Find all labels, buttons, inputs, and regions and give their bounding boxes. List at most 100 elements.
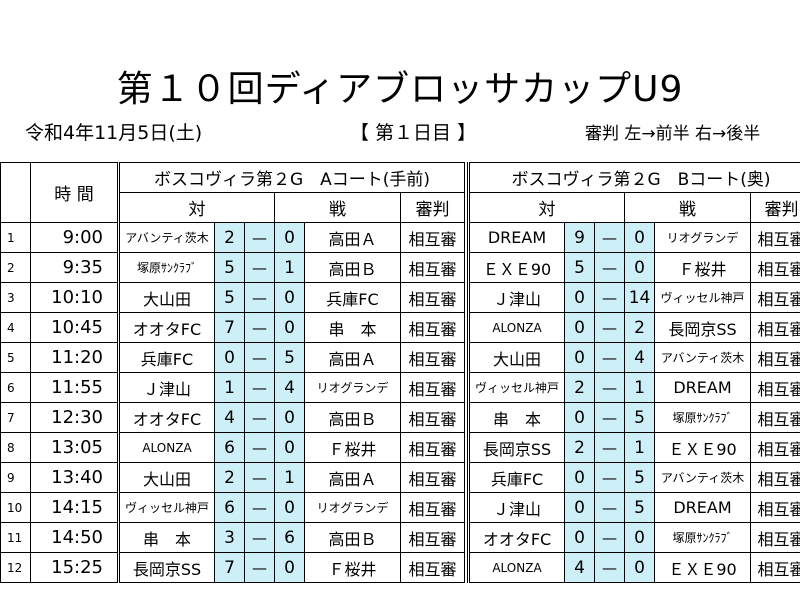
court-b-score-dash: — xyxy=(594,222,626,253)
court-a-home-score: 1 xyxy=(214,372,245,403)
court-a-referee: 相互審 xyxy=(399,222,466,253)
court-b-referee: 相互審 xyxy=(750,432,800,463)
court-a-away-score: 5 xyxy=(274,342,305,373)
court-a-score-dash: — xyxy=(244,462,275,493)
court-b-away-team: 塚原ｻﾝｸﾗﾌﾞ xyxy=(654,522,752,553)
court-a-away-score: 0 xyxy=(274,432,305,463)
court-a-away-score: 0 xyxy=(274,222,305,253)
court-b-referee: 相互審 xyxy=(750,372,800,403)
match-number: 5 xyxy=(0,342,31,373)
court-a-referee: 相互審 xyxy=(399,492,466,523)
court-a-home-score: 5 xyxy=(214,252,245,283)
time-header: 時 間 xyxy=(30,162,119,223)
court-b-away-team: DREAM xyxy=(654,492,752,523)
court-b-away-score: 1 xyxy=(624,432,656,463)
court-a-score-dash: — xyxy=(244,222,275,253)
court-b-home-team: ヴィッセル神戸 xyxy=(467,372,566,403)
court-a-score-dash: — xyxy=(244,312,275,343)
court-b-home-score: 4 xyxy=(564,552,596,583)
court-a-score-dash: — xyxy=(244,372,275,403)
court-a-match-label: 戦 xyxy=(274,192,401,223)
court-a-referee: 相互審 xyxy=(399,372,466,403)
court-b-away-score: 1 xyxy=(624,372,656,403)
match-time: 13:40 xyxy=(30,462,119,493)
court-a-score-dash: — xyxy=(244,552,275,583)
match-time: 10:45 xyxy=(30,312,119,343)
court-a-away-team: 高田Ａ xyxy=(304,342,401,373)
court-b-score-dash: — xyxy=(594,552,626,583)
court-a-home-team: Ｊ津山 xyxy=(117,372,215,403)
court-b-home-team: ALONZA xyxy=(467,552,566,583)
match-number: 9 xyxy=(0,462,31,493)
schedule-table: 時 間 ボスコヴィラ第２G Aコート(手前) ボスコヴィラ第２G Bコート(奥)… xyxy=(0,162,800,583)
court-b-away-score: 5 xyxy=(624,402,656,433)
court-b-home-score: 0 xyxy=(564,402,596,433)
court-b-score-dash: — xyxy=(594,522,626,553)
court-b-score-dash: — xyxy=(594,252,626,283)
court-a-home-team: 大山田 xyxy=(117,282,215,313)
court-b-away-team: ＥＸＥ90 xyxy=(654,552,752,583)
court-a-home-score: 0 xyxy=(214,342,245,373)
match-time: 14:15 xyxy=(30,492,119,523)
court-a-home-score: 6 xyxy=(214,492,245,523)
court-a-away-score: 0 xyxy=(274,552,305,583)
court-a-home-score: 2 xyxy=(214,222,245,253)
court-a-away-score: 0 xyxy=(274,282,305,313)
court-a-home-team: ALONZA xyxy=(117,432,215,463)
court-b-home-team: ALONZA xyxy=(467,312,566,343)
court-b-ref-label: 審判 xyxy=(750,192,800,223)
match-number: 12 xyxy=(0,552,31,583)
court-b-home-score: 2 xyxy=(564,372,596,403)
court-b-away-team: 長岡京SS xyxy=(654,312,752,343)
match-number: 7 xyxy=(0,402,31,433)
court-b-referee: 相互審 xyxy=(750,552,800,583)
court-a-referee: 相互審 xyxy=(399,462,466,493)
match-time: 11:55 xyxy=(30,372,119,403)
match-number: 6 xyxy=(0,372,31,403)
court-b-referee: 相互審 xyxy=(750,462,800,493)
court-a-away-team: 兵庫FC xyxy=(304,282,401,313)
court-a-score-dash: — xyxy=(244,492,275,523)
court-b-referee: 相互審 xyxy=(750,402,800,433)
court-b-score-dash: — xyxy=(594,342,626,373)
match-time: 12:30 xyxy=(30,402,119,433)
court-a-away-team: Ｆ桜井 xyxy=(304,432,401,463)
court-b-home-score: 5 xyxy=(564,252,596,283)
court-b-referee: 相互審 xyxy=(750,342,800,373)
match-time: 13:05 xyxy=(30,432,119,463)
court-a-home-team: ヴィッセル神戸 xyxy=(117,492,215,523)
court-b-away-score: 5 xyxy=(624,462,656,493)
court-a-score-dash: — xyxy=(244,342,275,373)
court-a-home-team: 塚原ｻﾝｸﾗﾌﾞ xyxy=(117,252,215,283)
court-a-away-score: 0 xyxy=(274,492,305,523)
court-a-away-team: 高田Ｂ xyxy=(304,522,401,553)
court-b-home-score: 9 xyxy=(564,222,596,253)
court-a-referee: 相互審 xyxy=(399,432,466,463)
court-b-home-team: 兵庫FC xyxy=(467,462,566,493)
court-b-score-dash: — xyxy=(594,282,626,313)
court-a-home-team: オオタFC xyxy=(117,402,215,433)
court-b-score-dash: — xyxy=(594,432,626,463)
court-a-score-dash: — xyxy=(244,252,275,283)
court-b-away-score: 4 xyxy=(624,342,656,373)
court-a-referee: 相互審 xyxy=(399,342,466,373)
court-a-referee: 相互審 xyxy=(399,282,466,313)
match-number: 2 xyxy=(0,252,31,283)
court-a-home-team: 大山田 xyxy=(117,462,215,493)
court-b-score-dash: — xyxy=(594,312,626,343)
court-b-score-dash: — xyxy=(594,462,626,493)
court-b-home-score: 2 xyxy=(564,432,596,463)
court-b-home-team: オオタFC xyxy=(467,522,566,553)
court-a-referee: 相互審 xyxy=(399,312,466,343)
court-a-referee: 相互審 xyxy=(399,252,466,283)
court-a-away-team: Ｆ桜井 xyxy=(304,552,401,583)
court-a-away-team: 高田Ａ xyxy=(304,222,401,253)
court-b-away-team: ＥＸＥ90 xyxy=(654,432,752,463)
court-a-score-dash: — xyxy=(244,402,275,433)
match-number: 10 xyxy=(0,492,31,523)
court-a-home-score: 2 xyxy=(214,462,245,493)
